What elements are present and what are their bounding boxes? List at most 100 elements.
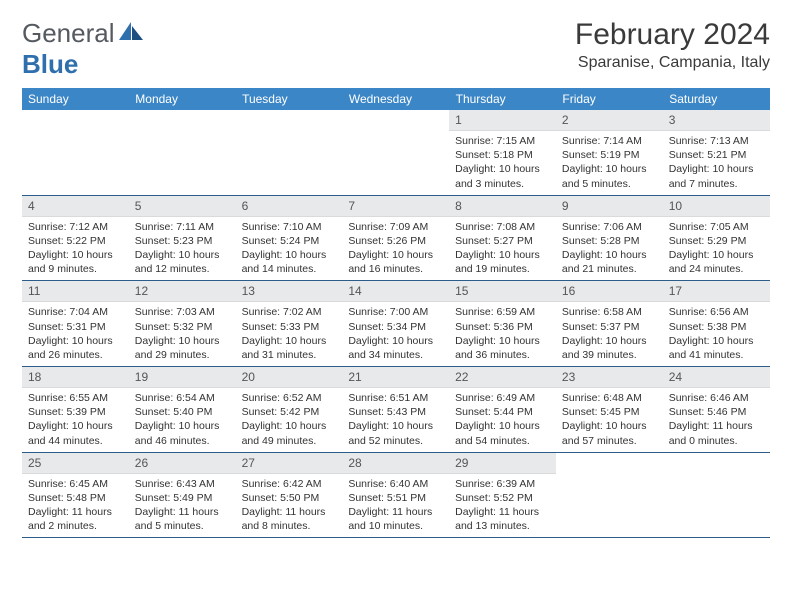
day-details: Sunrise: 7:05 AMSunset: 5:29 PMDaylight:…	[663, 217, 770, 281]
calendar-cell: 9Sunrise: 7:06 AMSunset: 5:28 PMDaylight…	[556, 195, 663, 281]
calendar-cell: 16Sunrise: 6:58 AMSunset: 5:37 PMDayligh…	[556, 281, 663, 367]
calendar-cell: 4Sunrise: 7:12 AMSunset: 5:22 PMDaylight…	[22, 195, 129, 281]
calendar-week-row: 1Sunrise: 7:15 AMSunset: 5:18 PMDaylight…	[22, 110, 770, 195]
calendar-cell: 15Sunrise: 6:59 AMSunset: 5:36 PMDayligh…	[449, 281, 556, 367]
calendar-cell: 6Sunrise: 7:10 AMSunset: 5:24 PMDaylight…	[236, 195, 343, 281]
daylight-text: Daylight: 10 hours and 5 minutes.	[562, 162, 657, 190]
daylight-text: Daylight: 10 hours and 44 minutes.	[28, 419, 123, 447]
sunset-text: Sunset: 5:50 PM	[242, 491, 337, 505]
day-number: 21	[342, 367, 449, 388]
sunrise-text: Sunrise: 6:56 AM	[669, 305, 764, 319]
day-details: Sunrise: 6:51 AMSunset: 5:43 PMDaylight:…	[342, 388, 449, 452]
calendar-cell: 8Sunrise: 7:08 AMSunset: 5:27 PMDaylight…	[449, 195, 556, 281]
daylight-text: Daylight: 10 hours and 39 minutes.	[562, 334, 657, 362]
sunrise-text: Sunrise: 7:10 AM	[242, 220, 337, 234]
sunrise-text: Sunrise: 6:54 AM	[135, 391, 230, 405]
day-details: Sunrise: 6:54 AMSunset: 5:40 PMDaylight:…	[129, 388, 236, 452]
sunrise-text: Sunrise: 6:48 AM	[562, 391, 657, 405]
daylight-text: Daylight: 10 hours and 24 minutes.	[669, 248, 764, 276]
sunset-text: Sunset: 5:21 PM	[669, 148, 764, 162]
calendar-cell: 27Sunrise: 6:42 AMSunset: 5:50 PMDayligh…	[236, 452, 343, 538]
daylight-text: Daylight: 10 hours and 7 minutes.	[669, 162, 764, 190]
sunset-text: Sunset: 5:51 PM	[348, 491, 443, 505]
day-number: 22	[449, 367, 556, 388]
sunrise-text: Sunrise: 6:39 AM	[455, 477, 550, 491]
daylight-text: Daylight: 11 hours and 13 minutes.	[455, 505, 550, 533]
sunrise-text: Sunrise: 6:49 AM	[455, 391, 550, 405]
day-number: 3	[663, 110, 770, 131]
calendar-week-row: 11Sunrise: 7:04 AMSunset: 5:31 PMDayligh…	[22, 281, 770, 367]
sunset-text: Sunset: 5:26 PM	[348, 234, 443, 248]
calendar-cell: 21Sunrise: 6:51 AMSunset: 5:43 PMDayligh…	[342, 367, 449, 453]
day-number: 24	[663, 367, 770, 388]
calendar-table: Sunday Monday Tuesday Wednesday Thursday…	[22, 88, 770, 538]
weekday-header: Thursday	[449, 88, 556, 110]
day-details: Sunrise: 7:11 AMSunset: 5:23 PMDaylight:…	[129, 217, 236, 281]
daylight-text: Daylight: 10 hours and 36 minutes.	[455, 334, 550, 362]
sunset-text: Sunset: 5:38 PM	[669, 320, 764, 334]
logo-text-general: General	[22, 18, 115, 48]
day-details: Sunrise: 6:43 AMSunset: 5:49 PMDaylight:…	[129, 474, 236, 538]
sunrise-text: Sunrise: 7:12 AM	[28, 220, 123, 234]
sunset-text: Sunset: 5:45 PM	[562, 405, 657, 419]
daylight-text: Daylight: 11 hours and 5 minutes.	[135, 505, 230, 533]
day-details: Sunrise: 7:15 AMSunset: 5:18 PMDaylight:…	[449, 131, 556, 195]
day-details: Sunrise: 6:58 AMSunset: 5:37 PMDaylight:…	[556, 302, 663, 366]
day-number	[556, 453, 663, 459]
day-number: 13	[236, 281, 343, 302]
day-details: Sunrise: 7:14 AMSunset: 5:19 PMDaylight:…	[556, 131, 663, 195]
weekday-header: Tuesday	[236, 88, 343, 110]
sunset-text: Sunset: 5:36 PM	[455, 320, 550, 334]
sunset-text: Sunset: 5:18 PM	[455, 148, 550, 162]
sunset-text: Sunset: 5:39 PM	[28, 405, 123, 419]
day-details: Sunrise: 6:52 AMSunset: 5:42 PMDaylight:…	[236, 388, 343, 452]
day-number: 14	[342, 281, 449, 302]
weekday-header: Monday	[129, 88, 236, 110]
day-number: 4	[22, 196, 129, 217]
calendar-cell: 25Sunrise: 6:45 AMSunset: 5:48 PMDayligh…	[22, 452, 129, 538]
sunrise-text: Sunrise: 6:45 AM	[28, 477, 123, 491]
location-label: Sparanise, Campania, Italy	[575, 54, 770, 72]
calendar-cell	[22, 110, 129, 195]
day-details: Sunrise: 7:02 AMSunset: 5:33 PMDaylight:…	[236, 302, 343, 366]
sunset-text: Sunset: 5:37 PM	[562, 320, 657, 334]
day-number: 12	[129, 281, 236, 302]
calendar-cell	[129, 110, 236, 195]
title-block: February 2024 Sparanise, Campania, Italy	[575, 18, 770, 72]
day-details: Sunrise: 7:12 AMSunset: 5:22 PMDaylight:…	[22, 217, 129, 281]
day-number: 9	[556, 196, 663, 217]
logo-sail-icon	[117, 20, 145, 42]
sunset-text: Sunset: 5:24 PM	[242, 234, 337, 248]
day-number: 27	[236, 453, 343, 474]
sunrise-text: Sunrise: 6:43 AM	[135, 477, 230, 491]
weekday-header-row: Sunday Monday Tuesday Wednesday Thursday…	[22, 88, 770, 110]
sunrise-text: Sunrise: 7:15 AM	[455, 134, 550, 148]
sunset-text: Sunset: 5:40 PM	[135, 405, 230, 419]
day-number: 16	[556, 281, 663, 302]
logo: General Blue	[22, 18, 145, 80]
day-details: Sunrise: 6:40 AMSunset: 5:51 PMDaylight:…	[342, 474, 449, 538]
sunrise-text: Sunrise: 7:11 AM	[135, 220, 230, 234]
sunrise-text: Sunrise: 7:06 AM	[562, 220, 657, 234]
day-details: Sunrise: 7:04 AMSunset: 5:31 PMDaylight:…	[22, 302, 129, 366]
day-details: Sunrise: 6:46 AMSunset: 5:46 PMDaylight:…	[663, 388, 770, 452]
daylight-text: Daylight: 10 hours and 19 minutes.	[455, 248, 550, 276]
sunset-text: Sunset: 5:44 PM	[455, 405, 550, 419]
sunset-text: Sunset: 5:28 PM	[562, 234, 657, 248]
day-number: 17	[663, 281, 770, 302]
day-details: Sunrise: 7:03 AMSunset: 5:32 PMDaylight:…	[129, 302, 236, 366]
calendar-cell: 19Sunrise: 6:54 AMSunset: 5:40 PMDayligh…	[129, 367, 236, 453]
day-number: 15	[449, 281, 556, 302]
day-details: Sunrise: 7:06 AMSunset: 5:28 PMDaylight:…	[556, 217, 663, 281]
calendar-cell: 1Sunrise: 7:15 AMSunset: 5:18 PMDaylight…	[449, 110, 556, 195]
daylight-text: Daylight: 10 hours and 54 minutes.	[455, 419, 550, 447]
calendar-cell	[556, 452, 663, 538]
daylight-text: Daylight: 10 hours and 46 minutes.	[135, 419, 230, 447]
header: General Blue February 2024 Sparanise, Ca…	[22, 18, 770, 80]
sunrise-text: Sunrise: 7:13 AM	[669, 134, 764, 148]
calendar-cell: 5Sunrise: 7:11 AMSunset: 5:23 PMDaylight…	[129, 195, 236, 281]
day-details: Sunrise: 7:13 AMSunset: 5:21 PMDaylight:…	[663, 131, 770, 195]
sunset-text: Sunset: 5:34 PM	[348, 320, 443, 334]
calendar-cell: 14Sunrise: 7:00 AMSunset: 5:34 PMDayligh…	[342, 281, 449, 367]
sunrise-text: Sunrise: 7:09 AM	[348, 220, 443, 234]
